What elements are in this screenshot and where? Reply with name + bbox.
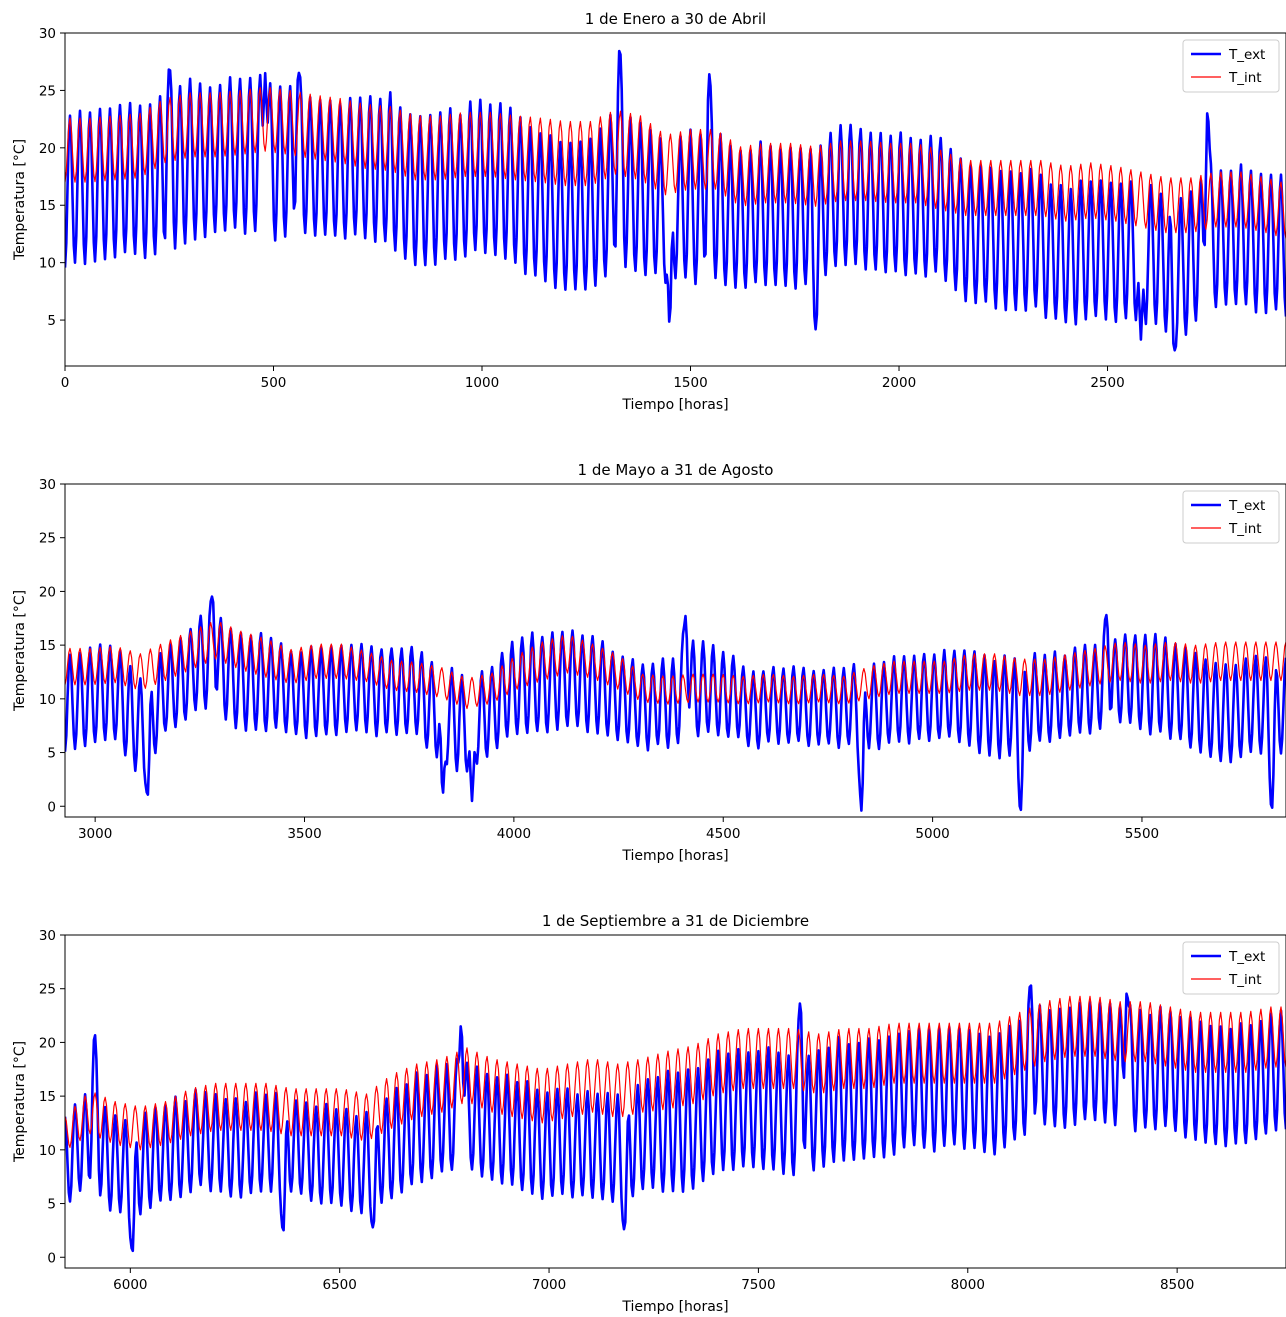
chart-title: 1 de Mayo a 31 de Agosto [578,461,774,479]
x-tick-label: 5000 [915,826,949,842]
series-line-t-int [65,995,1286,1151]
y-tick-label: 20 [39,1035,56,1051]
legend-label: T_int [1228,972,1262,988]
y-tick-label: 0 [47,1250,56,1266]
y-tick-label: 10 [39,1143,56,1159]
x-tick-label: 4500 [706,826,740,842]
y-tick-label: 0 [47,799,56,815]
x-tick-label: 8000 [951,1277,985,1293]
legend-label: T_int [1228,521,1262,537]
y-tick-label: 15 [39,1089,56,1105]
x-tick-label: 8500 [1160,1277,1194,1293]
x-tick-label: 1000 [465,375,499,391]
x-axis-label: Tiempo [horas] [621,397,728,413]
y-tick-label: 25 [39,83,56,99]
legend: T_ext T_int [1182,490,1280,544]
legend: T_ext T_int [1182,39,1280,93]
x-tick-label: 0 [61,375,70,391]
axes-frame [64,483,1286,818]
x-tick-label: 500 [261,375,287,391]
y-tick-label: 15 [39,198,56,214]
legend-label: T_ext [1228,47,1265,63]
x-tick-label: 3500 [287,826,321,842]
chart-panel-2: 3000 3500 4000 4500 5000 5500 0 5 10 15 20 25 30 1 de… [12,461,1286,864]
y-tick-label: 20 [39,584,56,600]
x-tick-label: 2500 [1090,375,1124,391]
x-tick-label: 1500 [673,375,707,391]
chart-panel-3: 6000 6500 7000 7500 8000 8500 0 5 10 15 20 25 30 1 de… [12,912,1286,1315]
chart-title: 1 de Enero a 30 de Abril [585,10,766,28]
y-tick-label: 5 [47,313,56,329]
y-axis-label: Temperatura [°C] [12,590,28,712]
x-tick-label: 6500 [323,1277,357,1293]
series-line-t-int [65,87,1286,239]
x-tick-label: 7000 [532,1277,566,1293]
legend-label: T_int [1228,70,1262,86]
axes-frame [64,32,1286,367]
y-tick-label: 30 [39,928,56,944]
chart-title: 1 de Septiembre a 31 de Diciembre [542,912,809,930]
legend-label: T_ext [1228,949,1265,965]
x-tick-label: 4000 [497,826,531,842]
axes-frame [64,934,1286,1269]
series-line-t-ext [65,984,1286,1253]
chart-panel-1: 0 500 1000 1500 2000 2500 5 10 15 20 25 30 1 de Ener… [12,10,1286,413]
y-axis-label: Temperatura [°C] [12,139,28,261]
y-tick-label: 20 [39,141,56,157]
y-tick-label: 10 [39,692,56,708]
legend: T_ext T_int [1182,941,1280,995]
series-line-t-ext [65,595,1286,812]
x-tick-label: 5500 [1125,826,1159,842]
y-tick-label: 5 [47,746,56,762]
x-tick-label: 2000 [882,375,916,391]
y-tick-label: 30 [39,26,56,42]
y-tick-label: 10 [39,256,56,272]
series-line-t-int [65,621,1286,710]
x-tick-label: 3000 [78,826,112,842]
x-tick-label: 6000 [113,1277,147,1293]
y-tick-label: 30 [39,477,56,493]
y-axis-label: Temperatura [°C] [12,1041,28,1163]
x-axis-label: Tiempo [horas] [621,1299,728,1315]
legend-label: T_ext [1228,498,1265,514]
x-tick-label: 7500 [741,1277,775,1293]
y-tick-label: 5 [47,1197,56,1213]
y-tick-label: 15 [39,638,56,654]
y-tick-label: 25 [39,982,56,998]
x-axis-label: Tiempo [horas] [621,848,728,864]
y-tick-label: 25 [39,531,56,547]
